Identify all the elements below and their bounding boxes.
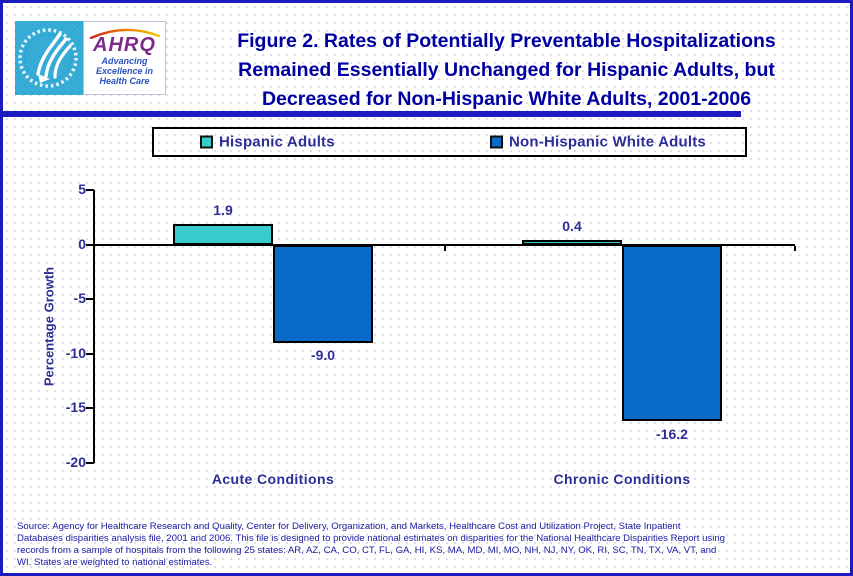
legend-swatch-non-hispanic-white-adults [490,135,503,149]
ahrq-tagline-line: Health Care [99,76,150,86]
y-axis-title: Percentage Growth [41,266,57,386]
legend-item-non-hispanic-white-adults: Non-Hispanic White Adults [490,134,706,151]
y-axis-tick [86,352,94,355]
ahrq-wordmark: AHRQ Advancing Excellence in Health Care [83,21,166,95]
ahrq-tagline-line: Excellence in [95,66,154,76]
bar-non-hispanic-white-adults-chronic-conditions [622,244,722,422]
source-line-4: WI. States are weighted to national esti… [17,557,213,568]
y-axis-tick [86,462,94,464]
value-label-non-hispanic-white-adults-acute-conditions: -9.0 [310,346,336,363]
ahrq-rainbow-arc-icon [89,28,161,39]
legend-label-non-hispanic-white-adults: Non-Hispanic White Adults [509,133,706,151]
source-line-1: Source: Agency for Healthcare Research a… [17,521,681,532]
ahrq-logo: AHRQ Advancing Excellence in Health Care [15,21,166,95]
legend-item-hispanic-adults: Hispanic Adults [200,134,335,151]
chart-legend: Hispanic Adults Non-Hispanic White Adult… [152,127,747,157]
y-axis-tick-label: -20 [65,454,86,470]
y-axis-tick [86,243,94,246]
figure-title-line-1: Figure 2. Rates of Potentially Preventab… [237,30,776,52]
y-axis-tick [86,407,94,410]
x-axis-line [95,243,795,246]
hhs-eagle-icon [18,28,78,88]
source-line-3: records from a sample of hospitals from … [17,545,717,556]
y-axis-tick [86,298,94,301]
legend-swatch-hispanic-adults [200,135,213,149]
value-label-hispanic-adults-chronic-conditions: 0.4 [562,218,582,235]
y-axis-tick-label: -15 [65,399,86,416]
source-line-2: Databases disparities analysis file, 200… [17,533,726,544]
value-label-hispanic-adults-acute-conditions: 1.9 [213,201,233,218]
x-axis-tick [794,245,796,251]
y-axis-tick-label: -10 [65,344,86,361]
figure-title: Figure 2. Rates of Potentially Preventab… [171,27,842,114]
x-axis-tick [444,245,446,251]
value-label-non-hispanic-white-adults-chronic-conditions: -16.2 [656,425,688,442]
y-axis-tick-label: -5 [73,290,86,307]
y-axis-line [93,190,95,463]
bar-hispanic-adults-chronic-conditions [522,240,622,245]
y-axis-tick-label: 0 [78,235,86,252]
bar-hispanic-adults-acute-conditions [173,223,273,245]
source-note: Source: Agency for Healthcare Research a… [17,521,840,569]
ahrq-abbr: AHRQ [93,34,156,56]
header-divider [3,111,741,117]
bar-chart: 5 0 -5 -10 -15 -20 Percentage Growth 1.9 -9.0 Acu… [3,3,850,573]
y-axis-tick [86,189,94,191]
hhs-seal-icon [15,21,83,95]
y-axis-tick-label: 5 [78,181,86,197]
category-label-acute-conditions: Acute Conditions [211,471,335,487]
category-label-chronic-conditions: Chronic Conditions [553,471,691,487]
ahrq-tagline-line: Advancing [101,56,148,66]
figure-title-line-3: Decreased for Non-Hispanic White Adults,… [261,88,752,110]
legend-label-hispanic-adults: Hispanic Adults [219,133,335,151]
figure-title-line-2: Remained Essentially Unchanged for Hispa… [238,59,775,81]
bar-non-hispanic-white-adults-acute-conditions [273,244,373,343]
